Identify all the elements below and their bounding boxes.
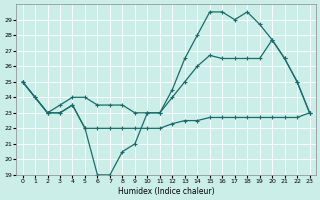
X-axis label: Humidex (Indice chaleur): Humidex (Indice chaleur)	[118, 187, 214, 196]
